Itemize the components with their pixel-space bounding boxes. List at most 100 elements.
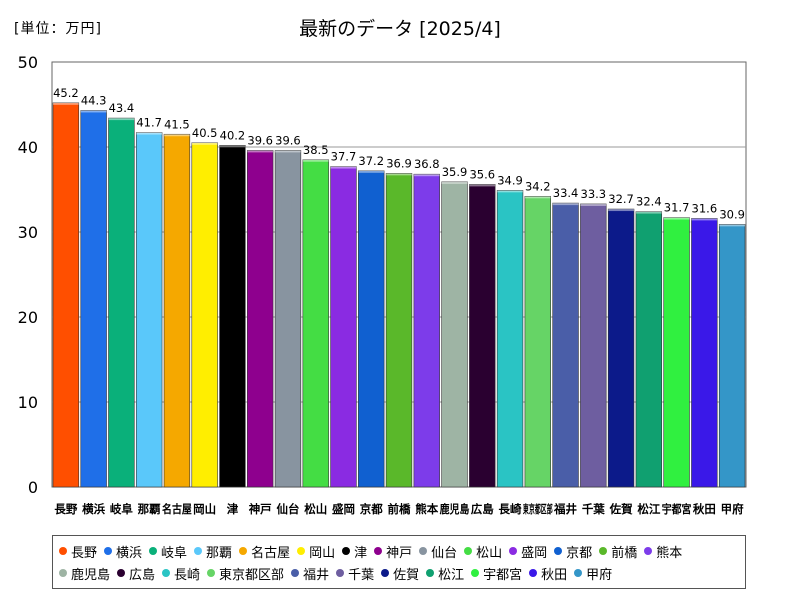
bar-bevel: [275, 150, 301, 153]
legend-swatch: [336, 569, 345, 577]
x-tick-label: 名古屋: [162, 502, 192, 516]
legend-swatch: [599, 547, 608, 555]
x-tick-label: 広島: [471, 502, 494, 516]
legend-item: 佐賀: [381, 562, 419, 584]
legend-label: 熊本: [656, 545, 683, 561]
bar-鹿児島: [441, 181, 468, 488]
data-label: 30.9: [719, 207, 745, 221]
bar-bevel: [441, 181, 468, 184]
bar-那覇: [135, 132, 163, 488]
legend-label: 長野: [71, 545, 98, 561]
legend-swatch: [207, 569, 216, 577]
data-label: 36.9: [386, 156, 412, 170]
x-tick-label: 長崎: [499, 502, 522, 516]
bar-熊本: [413, 173, 440, 488]
x-tick-label: 佐賀: [609, 502, 633, 516]
legend-label: 松山: [476, 545, 503, 561]
y-tick-label: 40: [18, 138, 38, 157]
legend-label: 千葉: [348, 567, 375, 583]
legend-item: 福井: [291, 562, 329, 584]
legend-item: 広島: [117, 562, 155, 584]
legend-swatch: [374, 547, 383, 555]
legend-swatch: [117, 569, 126, 577]
bar-千葉: [580, 203, 607, 488]
legend-swatch: [419, 547, 428, 555]
legend-swatch: [426, 569, 435, 577]
bar-bevel: [691, 218, 718, 221]
x-tick-label: 前橋: [388, 502, 411, 516]
legend-label: 甲府: [586, 567, 613, 583]
data-label: 31.6: [692, 201, 718, 215]
legend-label: 宇都宮: [483, 567, 523, 583]
x-tick-label: 福井: [553, 502, 577, 516]
data-label: 39.6: [275, 133, 301, 147]
bar-bevel: [191, 142, 218, 145]
data-label: 41.7: [136, 116, 162, 130]
legend-item: 千葉: [336, 562, 374, 584]
legend-item: 盛岡: [509, 540, 547, 562]
x-tick-label: 宇都宮: [662, 502, 692, 516]
bar-神戸: [247, 150, 274, 488]
data-label: 31.7: [664, 201, 690, 215]
x-tick-label: 千葉: [582, 502, 605, 516]
bar-横浜: [80, 110, 107, 488]
legend-label: 津: [354, 545, 368, 561]
bar-bevel: [330, 166, 357, 169]
legend-item: 松山: [464, 540, 502, 562]
legend-swatch: [297, 547, 306, 555]
data-label: 32.7: [608, 192, 634, 206]
x-tick-label: 甲府: [721, 502, 744, 516]
x-tick-label: 津: [227, 502, 239, 516]
data-label: 37.7: [331, 150, 357, 164]
bar-前橋: [385, 173, 413, 488]
data-label: 41.5: [164, 117, 190, 131]
legend-label: 岐阜: [161, 545, 188, 561]
y-tick-label: 30: [18, 223, 38, 242]
legend-swatch: [342, 547, 351, 555]
bar-bevel: [413, 174, 440, 177]
bar-bevel: [663, 217, 690, 220]
data-label: 35.6: [469, 167, 495, 181]
legend-swatch: [574, 569, 583, 577]
data-label: 34.9: [497, 173, 523, 187]
bar-bevel: [80, 110, 107, 113]
legend-item: 前橋: [599, 540, 637, 562]
legend-label: 横浜: [116, 545, 143, 561]
unit-label: [単位：万円]: [14, 21, 102, 37]
bar-岡山: [191, 142, 218, 488]
bar-bevel: [719, 224, 745, 227]
bar-甲府: [718, 224, 746, 488]
legend-label: 佐賀: [393, 567, 420, 583]
legend-item: 長崎: [162, 562, 200, 584]
bar-bevel: [53, 102, 79, 105]
data-label: 39.6: [247, 133, 273, 147]
y-tick-label: 20: [18, 308, 38, 327]
y-tick-label: 10: [18, 393, 38, 412]
bar-広島: [469, 184, 496, 488]
x-tick-label: 那覇: [138, 502, 161, 516]
bar-bevel: [580, 203, 607, 206]
data-label: 34.2: [525, 179, 551, 193]
data-label: 37.2: [358, 154, 384, 168]
legend-label: 神戸: [386, 545, 413, 561]
legend-swatch: [554, 547, 563, 555]
bar-津: [219, 145, 246, 488]
x-tick-label: 長野: [54, 502, 77, 516]
legend-swatch: [239, 547, 248, 555]
legend-label: 名古屋: [251, 545, 291, 561]
chart-title: 最新のデータ [2025/4]: [299, 18, 501, 40]
legend-item: 仙台: [419, 540, 457, 562]
data-label: 43.4: [109, 101, 135, 115]
legend-item: 津: [342, 540, 367, 562]
legend-item: 鹿児島: [59, 562, 110, 584]
bar-盛岡: [330, 166, 357, 488]
x-tick-label: 仙台: [276, 502, 299, 516]
bar-bevel: [469, 184, 496, 187]
x-tick-label: 横浜: [82, 502, 105, 516]
data-label: 38.5: [303, 143, 329, 157]
x-tick-label: 岐阜: [110, 502, 133, 516]
legend-swatch: [59, 569, 67, 577]
legend-label: 岡山: [309, 545, 336, 561]
y-tick-label: 50: [18, 53, 38, 72]
